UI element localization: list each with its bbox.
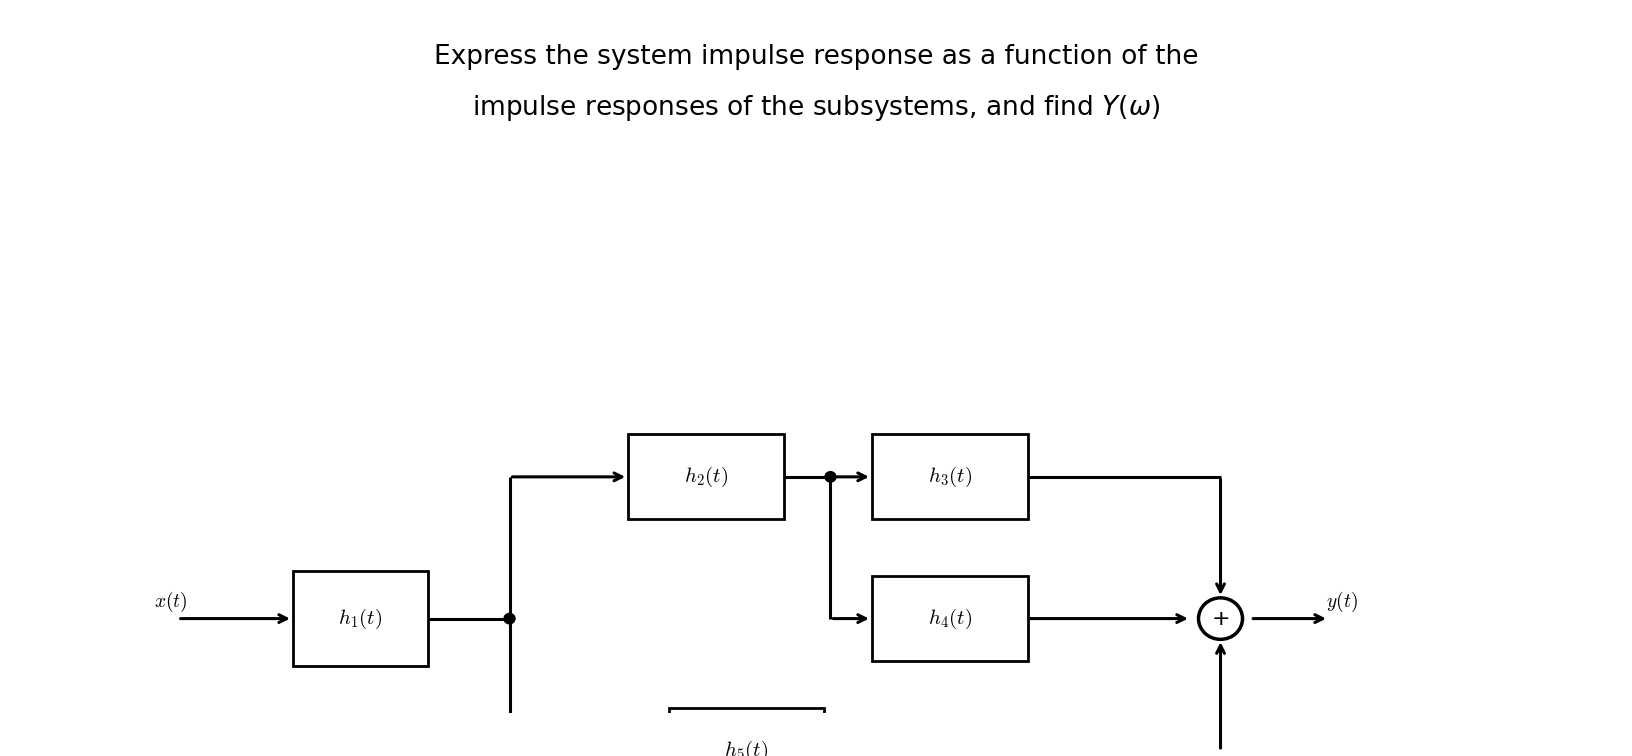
Text: $y(t)$: $y(t)$ bbox=[1327, 590, 1358, 614]
Bar bbox=[669, 708, 824, 756]
Text: Express the system impulse response as a function of the: Express the system impulse response as a… bbox=[434, 44, 1198, 70]
Text: impulse responses of the subsystems, and find $Y(\omega)$: impulse responses of the subsystems, and… bbox=[472, 94, 1160, 123]
Bar bbox=[871, 435, 1028, 519]
Bar bbox=[292, 572, 428, 666]
Text: $h_1(t)$: $h_1(t)$ bbox=[338, 606, 382, 631]
Text: +: + bbox=[1211, 609, 1231, 628]
Text: $h_3(t)$: $h_3(t)$ bbox=[927, 465, 971, 489]
Text: $h_2(t)$: $h_2(t)$ bbox=[684, 465, 728, 489]
Circle shape bbox=[504, 613, 516, 624]
Circle shape bbox=[826, 472, 836, 482]
Text: $h_4(t)$: $h_4(t)$ bbox=[927, 606, 971, 631]
Text: $x(t)$: $x(t)$ bbox=[155, 590, 188, 614]
Bar bbox=[871, 576, 1028, 661]
Text: $h_5(t)$: $h_5(t)$ bbox=[725, 739, 769, 756]
Bar bbox=[628, 435, 783, 519]
